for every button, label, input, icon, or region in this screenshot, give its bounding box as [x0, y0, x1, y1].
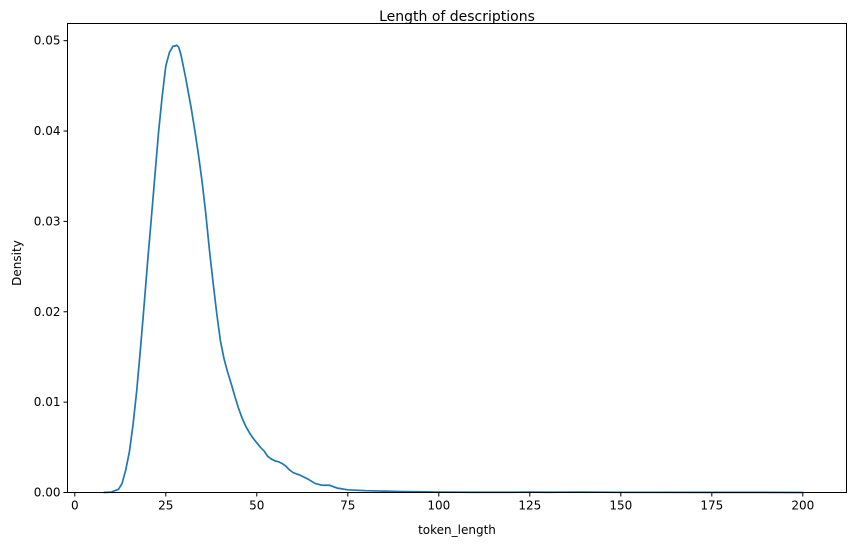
x-tick-label: 25: [158, 499, 173, 513]
x-tick-label: 175: [700, 499, 723, 513]
x-tick-label: 50: [249, 499, 264, 513]
y-axis: 0.00 0.01 0.02 0.03 0.04 0.05: [34, 34, 68, 500]
y-tick-label: 0.04: [34, 124, 61, 138]
y-axis-label: Density: [10, 240, 24, 286]
density-line: [103, 44, 804, 494]
plot-area: [103, 44, 804, 494]
x-axis-label: token_length: [418, 523, 496, 537]
y-tick-label: 0.00: [34, 486, 61, 500]
x-tick-label: 200: [791, 499, 814, 513]
y-tick-label: 0.03: [34, 214, 61, 228]
x-axis: 0 25 50 75 100 125 150 175 200: [71, 492, 814, 513]
y-tick-label: 0.05: [34, 34, 61, 48]
y-tick-label: 0.02: [34, 305, 61, 319]
x-tick-label: 75: [340, 499, 355, 513]
chart-title: Length of descriptions: [379, 9, 535, 25]
plot-frame: [67, 23, 847, 493]
y-tick-label: 0.01: [34, 395, 61, 409]
x-tick-label: 100: [427, 499, 450, 513]
x-tick-label: 150: [609, 499, 632, 513]
x-tick-label: 125: [518, 499, 541, 513]
x-tick-label: 0: [71, 499, 79, 513]
